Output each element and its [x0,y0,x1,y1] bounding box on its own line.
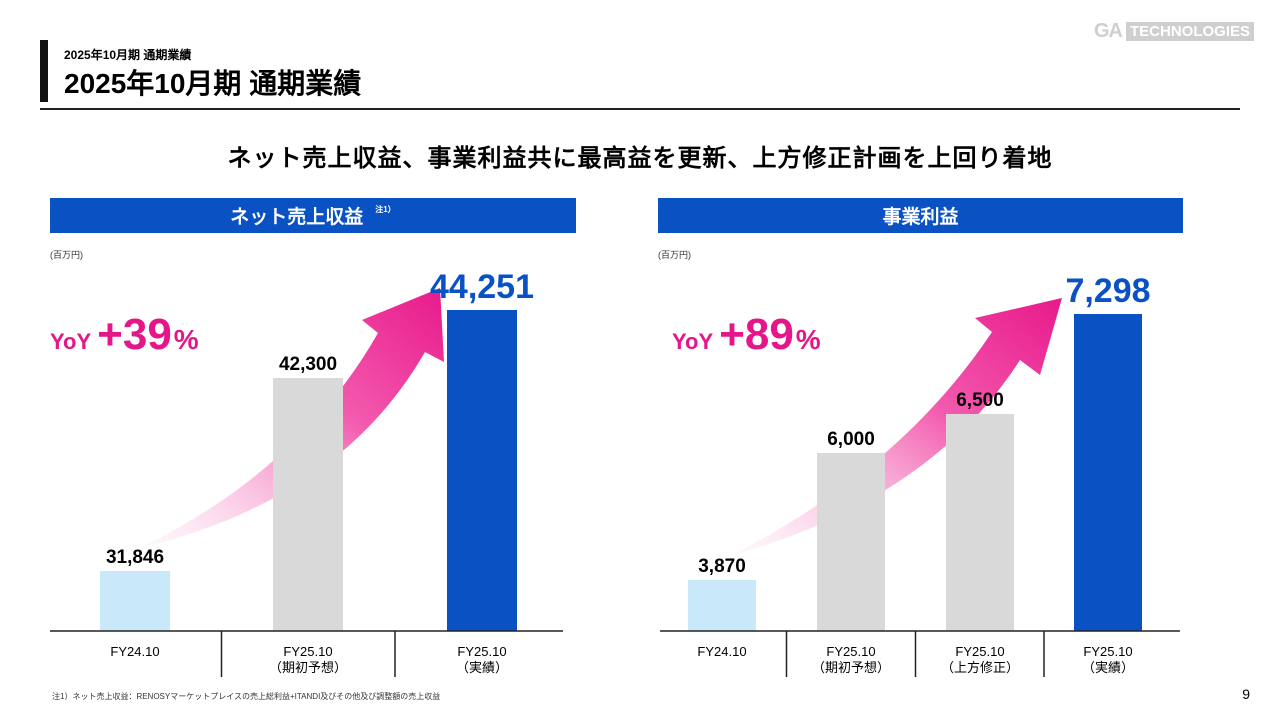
x-tick-line: FY25.10 [283,644,333,659]
title-note: 注1） [375,205,396,214]
data-label: 42,300 [279,354,337,375]
growth-arrow [140,288,444,548]
company-logo: GA TECHNOLOGIES [1094,20,1254,43]
yoy-label: YoY [50,329,92,354]
x-tick-label: FY24.10 [652,644,792,660]
x-tick-label: FY25.10 （上方修正） [910,644,1050,676]
page-number: 9 [1242,686,1250,702]
unit-label: (百万円) [658,250,691,260]
x-tick-line: （実績） [455,660,508,675]
x-tick-line: FY25.10 [826,644,876,659]
bar [946,414,1014,631]
data-label: 3,870 [698,556,746,577]
bar [1074,314,1142,631]
yoy-suffix: % [795,324,821,355]
x-tick-label: FY25.10 （期初予想） [238,644,378,676]
bar [100,571,170,631]
footnote: 注1）ネット売上収益：RENOSYマーケットプレイスの売上総利益+ITANDI及… [52,692,441,701]
x-tick-line: FY24.10 [110,644,160,659]
page-title: 2025年10月期 通期業績 [64,68,362,99]
bar [273,378,343,631]
yoy-value: +39 [97,310,172,359]
logo-ga: GA [1093,20,1123,42]
bar [817,453,885,631]
chart-title: ネット売上収益 [230,207,364,228]
x-tick-label: FY24.10 [65,644,205,660]
growth-arrow [730,298,1062,556]
x-tick-line: （期初予想） [811,660,890,675]
x-tick-line: FY25.10 [955,644,1005,659]
headline: ネット売上収益、事業利益共に最高益を更新、上方修正計画を上回り着地 [227,145,1053,172]
data-label: 6,500 [956,390,1004,411]
x-tick-line: （期初予想） [268,660,347,675]
title-divider [40,108,1240,110]
bar [447,310,517,631]
chart-title: 事業利益 [882,207,959,228]
x-tick-label: FY25.10 （期初予想） [781,644,921,676]
data-label: 6,000 [827,429,875,450]
yoy-badge: YoY +89 % [672,310,821,360]
data-label: 44,251 [430,268,534,306]
panel-header-profit: 事業利益 [658,198,1183,233]
x-tick-line: （上方修正） [940,660,1019,675]
panel-header-revenue: ネット売上収益 注1） [50,198,576,233]
x-tick-line: FY24.10 [697,644,747,659]
x-tick-line: （実績） [1081,660,1134,675]
bar [688,580,756,631]
yoy-suffix: % [173,324,199,355]
yoy-badge: YoY +39 % [50,310,199,360]
unit-label: (百万円) [50,250,83,260]
data-label: 31,846 [106,547,164,568]
data-label: 7,298 [1065,272,1150,310]
x-tick-line: FY25.10 [1083,644,1133,659]
x-tick-line: FY25.10 [457,644,507,659]
x-tick-label: FY25.10 （実績） [1038,644,1178,676]
yoy-label: YoY [672,329,714,354]
yoy-value: +89 [719,310,794,359]
logo-technologies: TECHNOLOGIES [1125,22,1254,41]
title-accent-bar [40,40,48,102]
page-subtitle: 2025年10月期 通期業績 [64,48,192,62]
x-tick-label: FY25.10 （実績） [412,644,552,676]
